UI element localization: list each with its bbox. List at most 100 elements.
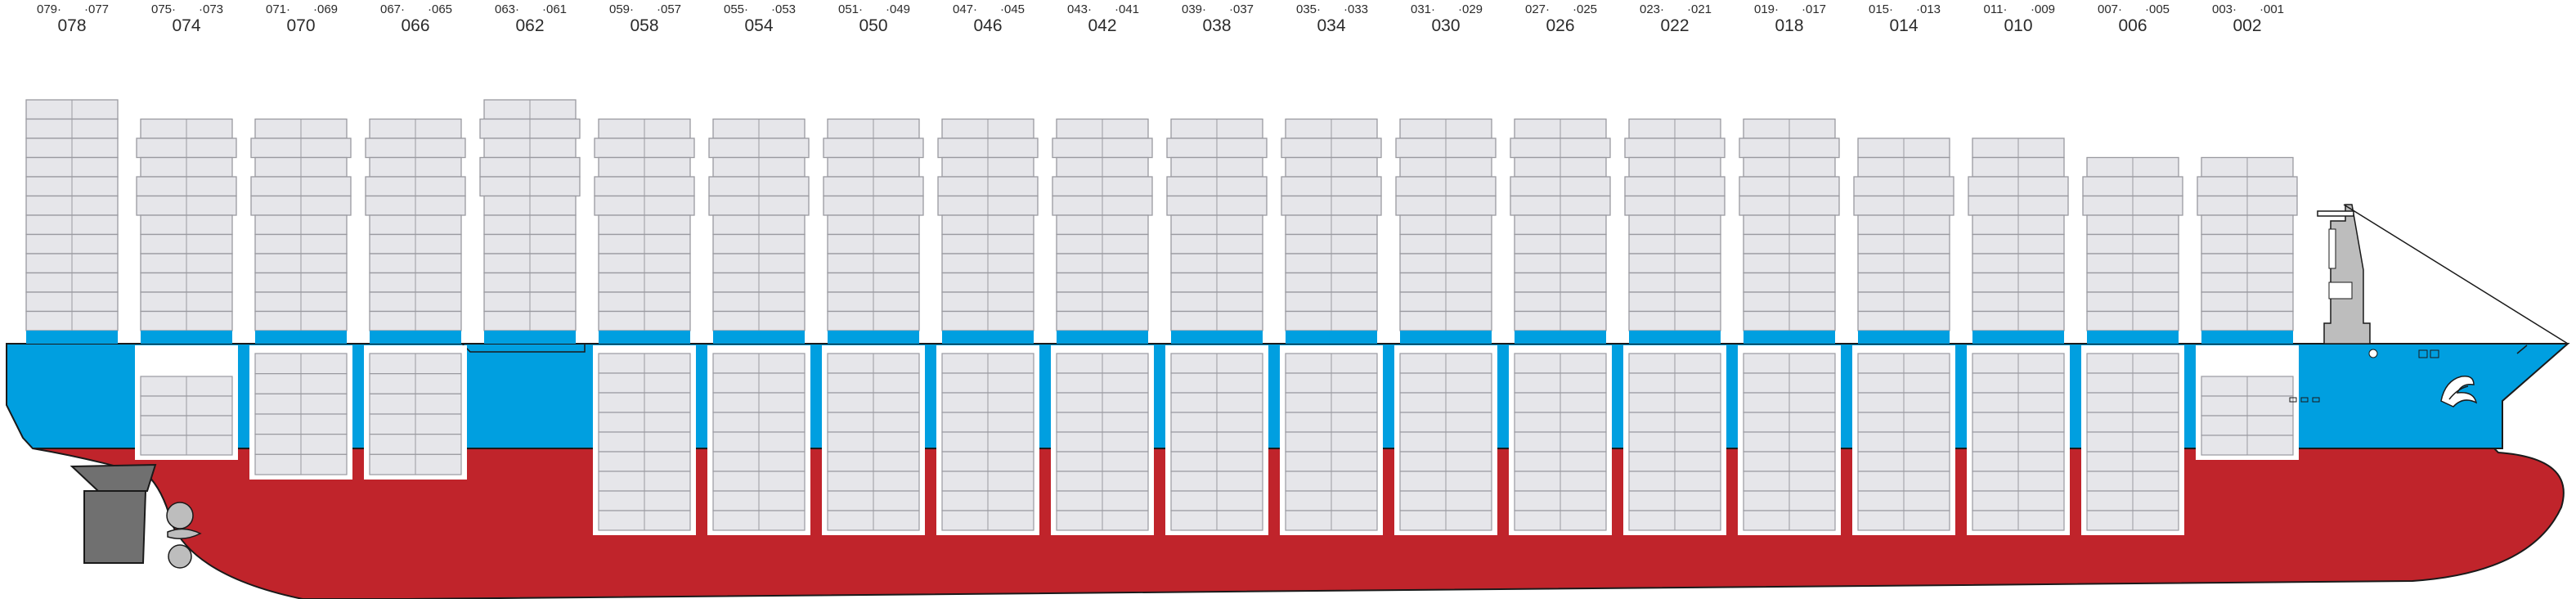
rudder-stock: [70, 463, 157, 492]
bay-even-number: 030: [1431, 16, 1460, 35]
deck-stack: [823, 118, 924, 331]
deck-stack: [2197, 156, 2298, 331]
bay-odd-left: 003·: [2212, 2, 2237, 16]
hatch-coaming: [255, 331, 347, 344]
bay-odd-right: ·013: [1916, 2, 1941, 16]
forward-mast: [2317, 204, 2569, 345]
hold-stack: [1394, 345, 1497, 535]
bay-odd-left: 075·: [151, 2, 176, 16]
bay-even-number: 074: [172, 16, 200, 35]
hold-stack: [1738, 345, 1841, 535]
bay-066: [364, 118, 467, 480]
bay-018: [1738, 118, 1841, 535]
hatch-coaming: [1400, 331, 1492, 344]
bay-even-number: 066: [401, 16, 429, 35]
bay-070: [249, 118, 352, 480]
hold-stack: [1165, 345, 1268, 535]
mast-crosstree: [2317, 210, 2354, 217]
bay-even-number: 002: [2233, 16, 2261, 35]
deck-stack: [1166, 118, 1268, 331]
hatch-coaming: [1171, 331, 1263, 344]
bay-odd-right: ·029: [1458, 2, 1483, 16]
hold-stack: [1852, 345, 1955, 535]
deck-stack: [25, 99, 119, 331]
bay-odd-left: 039·: [1182, 2, 1206, 16]
hatch-coaming: [484, 331, 576, 344]
hatch-coaming: [713, 331, 805, 344]
bay-odd-right: ·065: [428, 2, 452, 16]
bay-odd-left: 047·: [953, 2, 977, 16]
mast-window: [2328, 228, 2336, 269]
hatch-coaming: [141, 331, 232, 344]
bay-odd-left: 043·: [1067, 2, 1092, 16]
hatch-coaming: [1286, 331, 1377, 344]
bay-014: [1852, 137, 1955, 535]
hatch-coaming: [2201, 331, 2293, 344]
hatch-coaming: [828, 331, 919, 344]
bay-even-number: 018: [1775, 16, 1803, 35]
bay-odd-right: ·073: [199, 2, 223, 16]
draft-mark-1: [2418, 349, 2428, 358]
bay-odd-right: ·009: [2031, 2, 2055, 16]
hatch-coaming: [1744, 331, 1835, 344]
mast-lower-box: [2328, 281, 2353, 300]
bay-odd-right: ·017: [1802, 2, 1826, 16]
bay-022: [1623, 118, 1726, 535]
bay-even-number: 014: [1889, 16, 1918, 35]
deck-stack: [136, 118, 237, 331]
bay-even-number: 050: [859, 16, 887, 35]
hold-stack: [2081, 345, 2184, 535]
bay-074: [135, 118, 238, 460]
bay-even-number: 054: [744, 16, 773, 35]
bay-even-number: 034: [1317, 16, 1345, 35]
hatch-coaming: [599, 331, 690, 344]
bay-odd-left: 067·: [380, 2, 405, 16]
bay-even-number: 058: [630, 16, 658, 35]
bay-odd-left: 035·: [1296, 2, 1321, 16]
bay-odd-left: 071·: [266, 2, 290, 16]
propeller-blade-bottom: [168, 544, 192, 569]
hold-stack: [707, 345, 810, 535]
hold-stack: [1051, 345, 1154, 535]
bay-even-number: 006: [2118, 16, 2147, 35]
mast-structure: [2323, 204, 2371, 345]
hold-stack: [135, 345, 238, 460]
bay-odd-left: 015·: [1869, 2, 1893, 16]
deck-stack: [937, 118, 1039, 331]
bay-odd-left: 063·: [495, 2, 519, 16]
bay-odd-right: ·053: [771, 2, 796, 16]
bay-062: [479, 99, 581, 344]
star-logo-icon: [2440, 375, 2478, 408]
propeller: [166, 502, 202, 569]
bay-even-number: 062: [515, 16, 544, 35]
bay-odd-left: 059·: [609, 2, 634, 16]
deck-stack: [708, 118, 810, 331]
bay-odd-left: 007·: [2098, 2, 2122, 16]
bay-odd-right: ·025: [1573, 2, 1597, 16]
hold-stack: [1623, 345, 1726, 535]
bay-030: [1394, 118, 1497, 535]
bay-026: [1509, 118, 1612, 535]
hatch-coaming: [26, 331, 118, 344]
hatch-coaming: [942, 331, 1034, 344]
bay-odd-right: ·077: [84, 2, 109, 16]
bay-050: [822, 118, 925, 535]
anchor-mark: [2516, 345, 2528, 354]
hatch-coaming: [1515, 331, 1606, 344]
bay-even-number: 070: [286, 16, 315, 35]
deck-stack: [2082, 156, 2183, 331]
